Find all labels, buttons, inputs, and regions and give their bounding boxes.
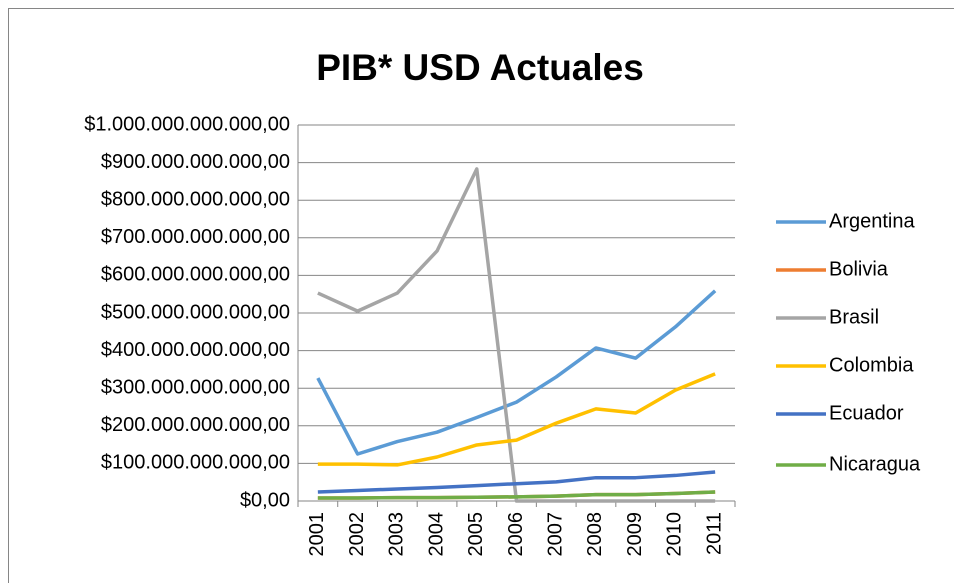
legend-label: Nicaragua [829, 453, 921, 475]
legend-label: Colombia [829, 354, 914, 376]
x-tick-label: 2004 [425, 512, 447, 557]
x-tick-label: 2003 [386, 512, 408, 557]
legend-label: Brasil [829, 306, 879, 328]
y-tick-label: $100.000.000.000,00 [101, 452, 290, 474]
y-tick-label: $1.000.000.000.000,00 [84, 113, 290, 135]
x-tick-label: 2009 [624, 512, 646, 557]
legend-label: Argentina [829, 210, 915, 232]
x-tick-label: 2006 [505, 512, 527, 557]
y-tick-label: $300.000.000.000,00 [101, 376, 290, 398]
x-tick-label: 2001 [306, 512, 328, 557]
legend-label: Bolivia [829, 258, 889, 280]
x-tick-label: 2008 [584, 512, 606, 557]
y-tick-label: $800.000.000.000,00 [101, 188, 290, 210]
x-tick-label: 2007 [545, 512, 567, 557]
y-tick-label: $500.000.000.000,00 [101, 301, 290, 323]
chart-title: PIB* USD Actuales [316, 47, 644, 88]
x-tick-label: 2011 [703, 512, 725, 555]
legend-label: Ecuador [829, 402, 904, 424]
y-tick-label: $900.000.000.000,00 [101, 151, 290, 173]
x-tick-label: 2002 [346, 512, 368, 557]
y-tick-label: $700.000.000.000,00 [101, 226, 290, 248]
y-tick-label: $600.000.000.000,00 [101, 264, 290, 286]
x-tick-label: 2010 [664, 512, 686, 557]
y-tick-label: $400.000.000.000,00 [101, 339, 290, 361]
y-tick-label: $200.000.000.000,00 [101, 414, 290, 436]
x-tick-label: 2005 [465, 512, 487, 557]
y-tick-label: $0,00 [240, 489, 290, 511]
